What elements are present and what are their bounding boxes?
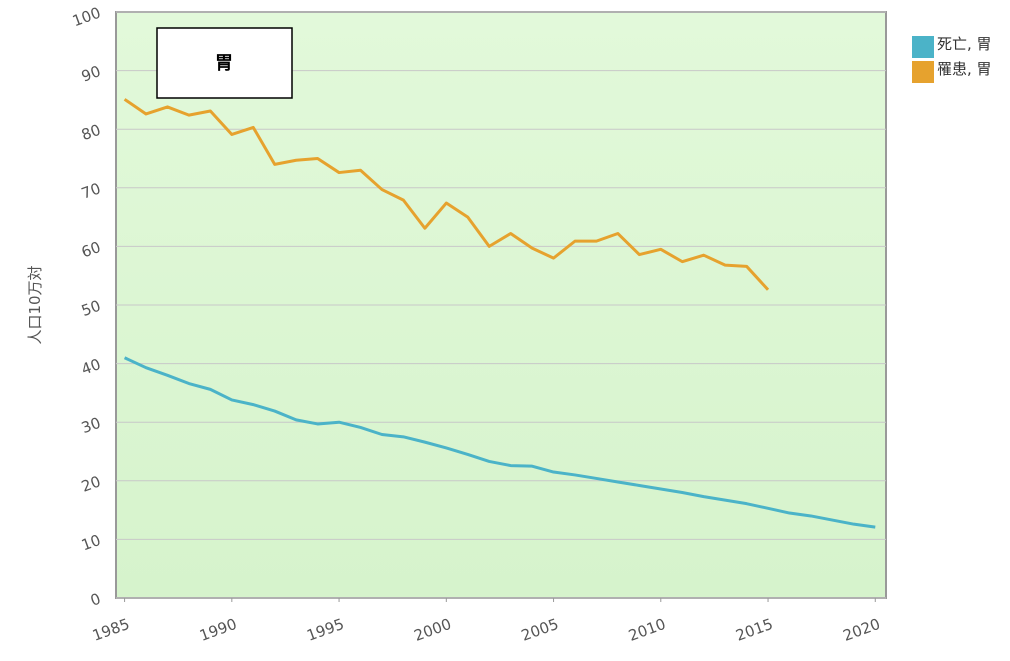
y-tick-label: 80 bbox=[79, 121, 103, 144]
y-tick-label: 50 bbox=[79, 297, 103, 320]
y-tick-label: 0 bbox=[88, 590, 103, 610]
series-line bbox=[123, 356, 876, 529]
x-tick-label: 2010 bbox=[626, 615, 668, 645]
legend-swatch bbox=[912, 61, 934, 83]
y-axis-label: 人口10万対 bbox=[26, 265, 44, 344]
legend-label: 罹患, 胃 bbox=[937, 60, 992, 78]
legend-label: 死亡, 胃 bbox=[937, 35, 992, 53]
x-tick-label: 2015 bbox=[733, 615, 775, 645]
x-tick-label: 2000 bbox=[412, 615, 454, 645]
x-tick-label: 2005 bbox=[519, 615, 561, 645]
y-tick-label: 100 bbox=[70, 4, 103, 31]
title-box bbox=[156, 27, 293, 99]
x-tick-label: 1990 bbox=[197, 615, 239, 645]
x-tick-label: 1995 bbox=[304, 615, 346, 645]
chart-title: 胃 bbox=[215, 53, 233, 74]
x-tick-label: 2020 bbox=[841, 615, 883, 645]
series-line bbox=[123, 98, 770, 291]
x-tick-label: 1985 bbox=[90, 615, 132, 645]
y-tick-label: 90 bbox=[79, 62, 103, 85]
legend-swatch bbox=[912, 36, 934, 58]
y-tick-label: 60 bbox=[79, 238, 103, 261]
y-tick-label: 10 bbox=[79, 531, 103, 554]
y-tick-label: 40 bbox=[79, 355, 103, 378]
y-tick-label: 70 bbox=[79, 179, 103, 202]
y-tick-label: 30 bbox=[79, 414, 103, 437]
y-tick-label: 20 bbox=[79, 472, 103, 495]
